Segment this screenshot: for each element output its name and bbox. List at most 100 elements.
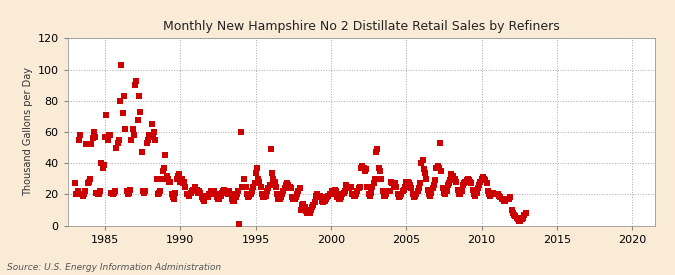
- Point: [366, 191, 377, 195]
- Point: [269, 180, 280, 184]
- Point: [441, 189, 452, 193]
- Point: [322, 195, 333, 200]
- Point: [176, 177, 187, 181]
- Point: [86, 142, 97, 147]
- Point: [397, 189, 408, 193]
- Point: [430, 178, 441, 183]
- Point: [296, 208, 306, 212]
- Point: [190, 184, 201, 189]
- Point: [144, 133, 155, 137]
- Point: [460, 180, 470, 184]
- Point: [157, 169, 168, 173]
- Point: [274, 197, 285, 201]
- Point: [289, 197, 300, 201]
- Point: [404, 183, 415, 187]
- Point: [182, 192, 192, 197]
- Point: [145, 133, 156, 137]
- Point: [148, 130, 159, 134]
- Point: [103, 138, 113, 142]
- Point: [194, 189, 205, 193]
- Point: [514, 219, 524, 223]
- Point: [208, 192, 219, 197]
- Point: [178, 181, 188, 186]
- Point: [204, 192, 215, 197]
- Point: [327, 189, 338, 193]
- Point: [234, 222, 245, 226]
- Point: [170, 191, 181, 195]
- Point: [259, 195, 270, 200]
- Point: [417, 158, 428, 162]
- Point: [351, 192, 362, 197]
- Point: [156, 177, 167, 181]
- Point: [377, 189, 388, 193]
- Point: [179, 180, 190, 184]
- Point: [402, 180, 413, 184]
- Point: [431, 166, 442, 170]
- Point: [163, 177, 173, 181]
- Point: [215, 194, 226, 198]
- Point: [364, 194, 375, 198]
- Point: [110, 189, 121, 193]
- Point: [510, 214, 521, 218]
- Point: [130, 83, 140, 87]
- Point: [111, 145, 122, 150]
- Point: [369, 181, 379, 186]
- Y-axis label: Thousand Gallons per Day: Thousand Gallons per Day: [23, 67, 33, 197]
- Point: [233, 189, 244, 193]
- Point: [341, 183, 352, 187]
- Point: [117, 111, 128, 116]
- Point: [451, 180, 462, 184]
- Point: [196, 195, 207, 200]
- Point: [306, 205, 317, 209]
- Point: [437, 186, 448, 190]
- Point: [386, 180, 397, 184]
- Point: [407, 192, 418, 197]
- Point: [411, 192, 422, 197]
- Point: [277, 192, 288, 197]
- Point: [381, 192, 392, 197]
- Point: [278, 189, 289, 193]
- Point: [80, 189, 90, 193]
- Point: [315, 195, 326, 200]
- Point: [186, 189, 197, 193]
- Point: [499, 198, 510, 203]
- Point: [491, 192, 502, 197]
- Point: [297, 203, 308, 207]
- Point: [358, 166, 369, 170]
- Point: [329, 188, 340, 192]
- Point: [373, 166, 384, 170]
- Point: [185, 191, 196, 195]
- Point: [72, 189, 83, 193]
- Point: [468, 188, 479, 192]
- Point: [485, 194, 495, 198]
- Point: [164, 180, 175, 184]
- Point: [518, 216, 529, 220]
- Point: [360, 169, 371, 173]
- Point: [317, 198, 327, 203]
- Point: [166, 192, 177, 197]
- Point: [516, 217, 527, 221]
- Point: [508, 211, 518, 215]
- Point: [129, 133, 140, 137]
- Point: [475, 180, 486, 184]
- Point: [512, 217, 523, 221]
- Point: [416, 161, 427, 165]
- Point: [219, 188, 230, 192]
- Point: [262, 189, 273, 193]
- Point: [348, 194, 359, 198]
- Point: [303, 211, 314, 215]
- Point: [464, 178, 475, 183]
- Point: [354, 184, 365, 189]
- Point: [505, 195, 516, 200]
- Point: [245, 192, 256, 197]
- Point: [284, 184, 295, 189]
- Point: [347, 192, 358, 197]
- Point: [150, 138, 161, 142]
- Point: [382, 189, 393, 193]
- Point: [151, 177, 162, 181]
- Point: [105, 133, 115, 137]
- Point: [300, 209, 311, 214]
- Point: [88, 130, 99, 134]
- Point: [456, 189, 467, 193]
- Point: [209, 189, 220, 193]
